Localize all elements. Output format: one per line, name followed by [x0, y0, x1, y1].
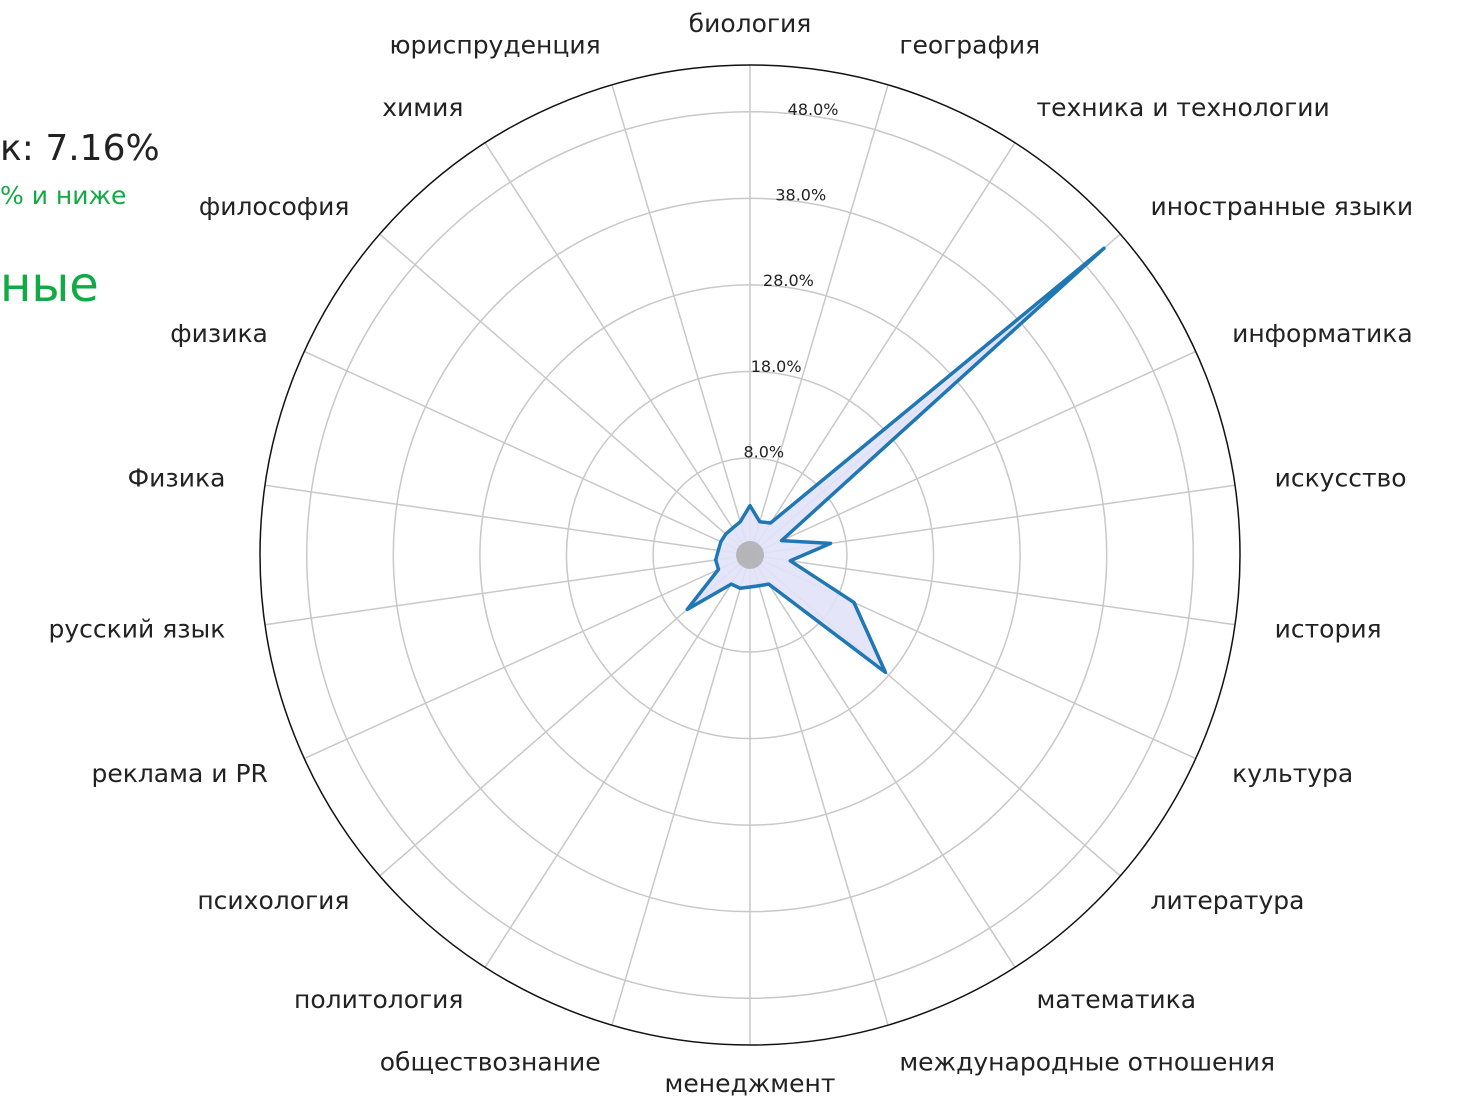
vertex [738, 586, 742, 590]
side-text: к: 7.16% [0, 128, 160, 169]
category-label: физика [170, 319, 268, 348]
category-label: биология [689, 9, 812, 38]
spoke [611, 84, 751, 556]
vertex [719, 540, 723, 544]
vertex [1102, 246, 1106, 250]
category-label: обществознание [380, 1048, 601, 1077]
spoke [303, 554, 751, 760]
category-label: реклама и PR [91, 759, 267, 788]
spoke [749, 142, 1016, 556]
spoke [749, 554, 1236, 626]
vertex [717, 567, 721, 571]
spoke [611, 554, 751, 1026]
r-tick-label: 18.0% [751, 357, 802, 376]
category-label: иностранные языки [1151, 192, 1414, 221]
category-label: политология [294, 985, 463, 1014]
category-label: химия [382, 93, 463, 122]
category-label: юриспруденция [389, 30, 600, 59]
vertex [829, 541, 833, 545]
spoke [484, 554, 751, 968]
category-label: философия [199, 192, 350, 221]
category-label: информатика [1232, 319, 1413, 348]
spoke [379, 233, 751, 556]
spoke [484, 142, 751, 556]
r-tick-label: 38.0% [775, 185, 826, 204]
category-label: география [899, 30, 1040, 59]
spoke [749, 84, 889, 556]
vertex [767, 582, 771, 586]
category-label: менеджмент [665, 1069, 836, 1098]
spoke [749, 554, 1016, 968]
vertex [731, 526, 735, 530]
side-text: ные [0, 257, 99, 313]
r-tick-label: 48.0% [788, 100, 839, 119]
spoke [264, 484, 751, 556]
spoke [749, 350, 1197, 556]
category-label: русский язык [49, 614, 226, 643]
r-tick-label: 28.0% [763, 271, 814, 290]
spoke [303, 350, 751, 556]
vertex [757, 584, 761, 588]
side-text: % и ниже [0, 181, 126, 210]
category-label: психология [197, 886, 349, 915]
vertex [769, 521, 773, 525]
outer-frame [259, 64, 1241, 1046]
center-hub [736, 541, 764, 569]
vertex [729, 582, 733, 586]
vertex [685, 607, 689, 611]
category-label: история [1275, 614, 1382, 643]
category-label: культура [1232, 759, 1353, 788]
spoke [264, 554, 751, 626]
vertex [758, 520, 762, 524]
spoke [749, 554, 889, 1026]
vertex [788, 559, 792, 563]
category-label: международные отношения [899, 1048, 1275, 1077]
vertex [738, 520, 742, 524]
vertex [724, 532, 728, 536]
r-tick-label: 8.0% [743, 443, 784, 462]
vertex [748, 504, 752, 508]
category-label: математика [1037, 985, 1197, 1014]
category-label: техника и технологии [1037, 93, 1330, 122]
category-label: искусство [1275, 464, 1407, 493]
vertex [883, 670, 887, 674]
vertex [748, 585, 752, 589]
vertex [714, 558, 718, 562]
vertex [852, 600, 856, 604]
category-label: литература [1151, 886, 1305, 915]
vertex [716, 548, 720, 552]
category-label: Физика [128, 464, 226, 493]
vertex [779, 539, 783, 543]
